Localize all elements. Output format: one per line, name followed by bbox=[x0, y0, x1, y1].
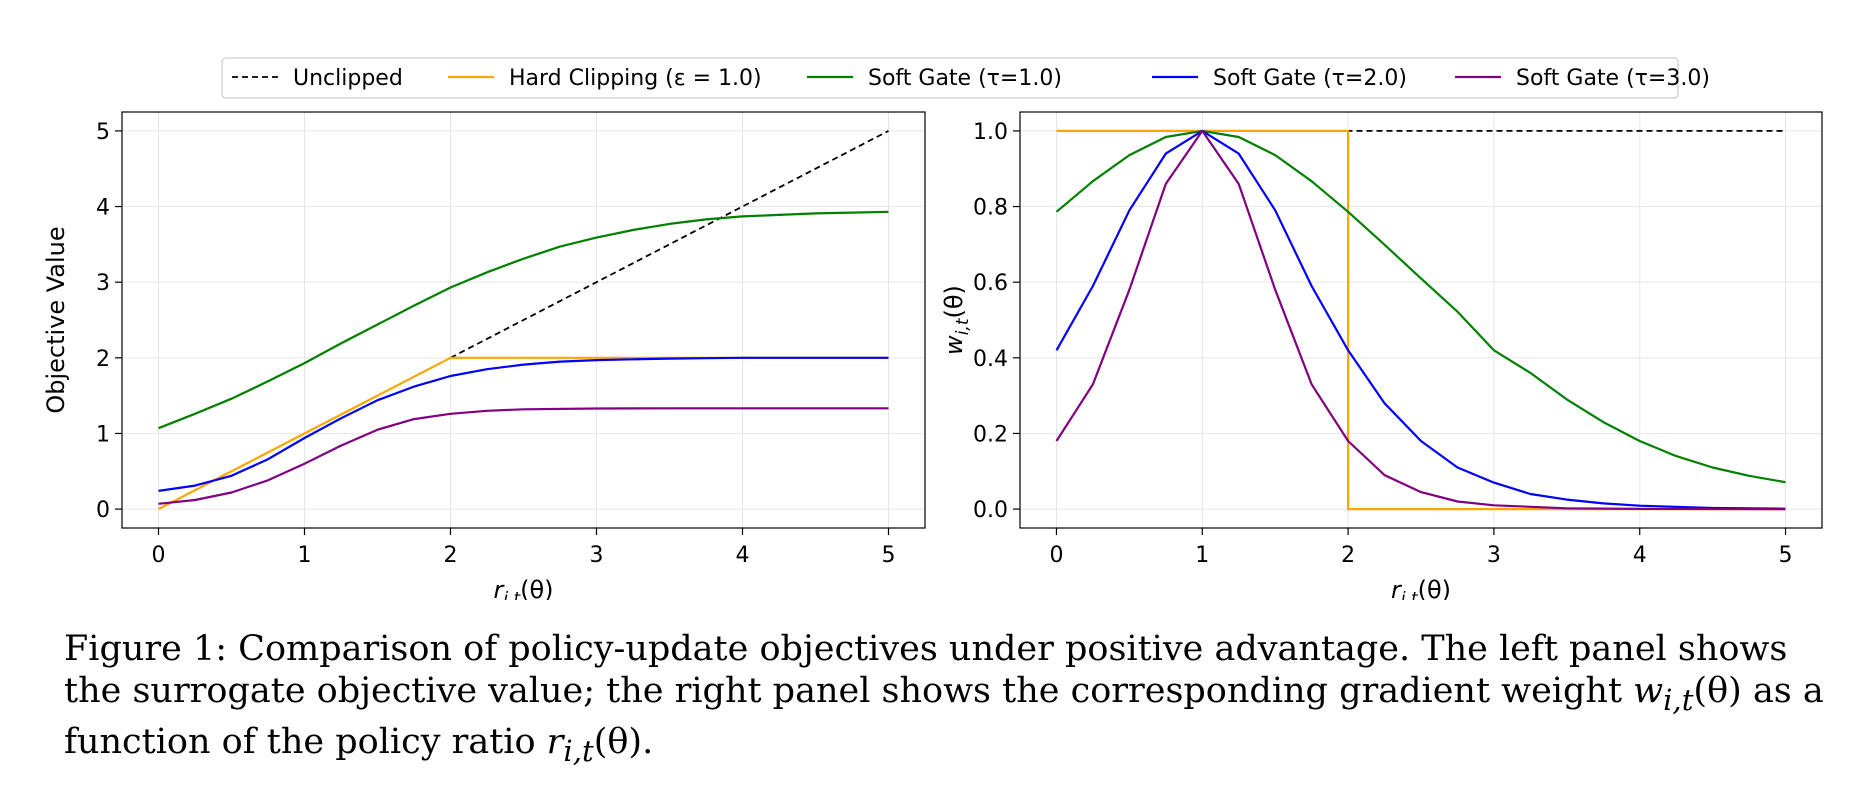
left-series-unclipped bbox=[450, 130, 889, 359]
left-x-axis-label: ri,t(θ) bbox=[493, 576, 553, 600]
left-y-tick-label: 3 bbox=[96, 271, 110, 296]
legend-label: Hard Clipping (ε = 1.0) bbox=[509, 66, 762, 91]
right-series-hard-clipping-1-0 bbox=[1056, 129, 1786, 511]
left-panel-objective-value: 0 1 2 3 4 5 0 1 2 3 4 5 Objective Value ri,t(θ) bbox=[42, 111, 926, 600]
right-y-tick-label: 1.0 bbox=[973, 120, 1008, 145]
legend-frame bbox=[221, 57, 1679, 99]
right-x-tick-label: 4 bbox=[1633, 543, 1647, 568]
legend-label: Soft Gate (τ=1.0) bbox=[868, 66, 1062, 91]
right-x-tick-label: 3 bbox=[1487, 543, 1501, 568]
legend-item-hard-clipping-1-0: Hard Clipping (ε = 1.0) bbox=[448, 66, 762, 91]
figure: Unclipped Hard Clipping (ε = 1.0) Soft Gat… bbox=[42, 57, 1823, 600]
right-panel-gradient-weight: 0 1 2 3 4 5 0.0 0.2 0.4 0.6 0.8 1.0 wi,t(θ) ri,t(θ) bbox=[940, 111, 1823, 600]
right-x-axis-label: ri,t(θ) bbox=[1391, 576, 1451, 600]
right-y-tick-label: 0.8 bbox=[973, 196, 1008, 221]
right-series-soft-gate-3-0 bbox=[1055, 129, 1786, 511]
right-series-soft-gate-2-0 bbox=[1055, 129, 1786, 510]
right-x-tick-label: 1 bbox=[1195, 543, 1209, 568]
caption-w-subscript: i,t bbox=[1663, 683, 1694, 717]
left-x-tick-label: 1 bbox=[298, 543, 312, 568]
left-y-tick-label: 0 bbox=[96, 498, 110, 523]
left-y-tick-label: 5 bbox=[96, 120, 110, 145]
left-axes-frame bbox=[121, 111, 926, 529]
left-series-soft-gate-3-0 bbox=[158, 407, 889, 505]
right-x-tick-label: 5 bbox=[1779, 543, 1793, 568]
caption-theta-2: (θ) bbox=[593, 722, 643, 762]
left-y-tick-label: 2 bbox=[96, 347, 110, 372]
left-y-tick-label: 4 bbox=[96, 196, 110, 221]
legend-item-soft-gate-3-0: Soft Gate (τ=3.0) bbox=[1455, 66, 1710, 91]
right-x-tick-label: 2 bbox=[1341, 543, 1355, 568]
right-y-axis-label: wi,t(θ) bbox=[940, 285, 973, 355]
right-series-soft-gate-1-0 bbox=[1055, 129, 1786, 484]
left-x-tick-label: 5 bbox=[882, 543, 896, 568]
left-x-tick-label: 2 bbox=[444, 543, 458, 568]
right-y-tick-label: 0.2 bbox=[973, 422, 1008, 447]
caption-theta-1: (θ) bbox=[1693, 671, 1742, 711]
right-y-tick-label: 0.4 bbox=[973, 347, 1008, 372]
left-x-tick-label: 3 bbox=[590, 543, 604, 568]
left-y-tick-label: 1 bbox=[96, 422, 110, 447]
caption-text-1: Figure 1: Comparison of policy-update ob… bbox=[64, 629, 1788, 711]
figure-caption: Figure 1: Comparison of policy-update ob… bbox=[64, 628, 1834, 772]
caption-r-subscript: i,t bbox=[563, 734, 594, 768]
left-series-soft-gate-2-0 bbox=[158, 356, 889, 492]
left-series-soft-gate-1-0 bbox=[158, 210, 889, 430]
legend-label: Unclipped bbox=[293, 66, 403, 91]
left-y-axis-label: Objective Value bbox=[42, 226, 70, 413]
right-y-tick-label: 0.6 bbox=[973, 271, 1008, 296]
legend-label: Soft Gate (τ=2.0) bbox=[1213, 66, 1407, 91]
legend-item-unclipped: Unclipped bbox=[232, 66, 403, 91]
legend-item-soft-gate-1-0: Soft Gate (τ=1.0) bbox=[807, 66, 1062, 91]
caption-end: . bbox=[642, 722, 654, 762]
legend: Unclipped Hard Clipping (ε = 1.0) Soft Gat… bbox=[221, 57, 1710, 99]
right-y-tick-label: 0.0 bbox=[973, 498, 1008, 523]
left-x-tick-label: 4 bbox=[736, 543, 750, 568]
legend-item-soft-gate-2-0: Soft Gate (τ=2.0) bbox=[1152, 66, 1407, 91]
caption-text-2: as a function of the policy ratio bbox=[64, 671, 1824, 762]
right-x-tick-label: 0 bbox=[1049, 543, 1063, 568]
caption-w-symbol: w bbox=[1633, 671, 1664, 711]
caption-r-symbol: r bbox=[546, 722, 564, 762]
right-axes-frame bbox=[1019, 111, 1823, 529]
legend-label: Soft Gate (τ=3.0) bbox=[1516, 66, 1710, 91]
left-x-tick-label: 0 bbox=[152, 543, 166, 568]
